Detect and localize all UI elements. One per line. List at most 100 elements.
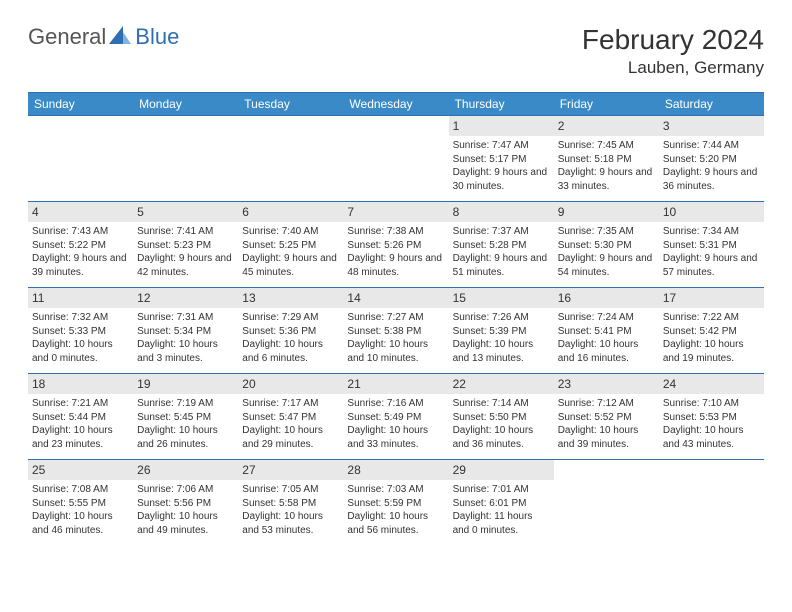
sunrise-line: Sunrise: 7:10 AM — [663, 397, 760, 411]
daylight-line: Daylight: 10 hours and 29 minutes. — [242, 424, 339, 451]
sunrise-line: Sunrise: 7:05 AM — [242, 483, 339, 497]
sunrise-line: Sunrise: 7:34 AM — [663, 225, 760, 239]
sunset-line: Sunset: 5:36 PM — [242, 325, 339, 339]
day-cell: 7Sunrise: 7:38 AMSunset: 5:26 PMDaylight… — [343, 201, 448, 287]
sunset-line: Sunset: 5:30 PM — [558, 239, 655, 253]
day-header: Wednesday — [343, 93, 448, 115]
day-cell: 29 Sunrise: 7:01 AMSunset: 6:01 PMDayligh… — [449, 459, 554, 545]
sunrise-line: Sunrise: 7:37 AM — [453, 225, 550, 239]
month-title: February 2024 — [582, 24, 764, 56]
day-number: 3 — [659, 116, 764, 136]
sunrise-line: Sunrise: 7:06 AM — [137, 483, 234, 497]
day-number: 24 — [659, 374, 764, 394]
daylight-line: Daylight: 9 hours and 30 minutes. — [453, 166, 550, 193]
sunset-line: Sunset: 5:44 PM — [32, 411, 129, 425]
day-header: Sunday — [28, 93, 133, 115]
daylight-line: Daylight: 9 hours and 57 minutes. — [663, 252, 760, 279]
day-number: 26 — [133, 460, 238, 480]
day-cell: 21Sunrise: 7:16 AMSunset: 5:49 PMDayligh… — [343, 373, 448, 459]
sunrise-line: Sunrise: 7:47 AM — [453, 139, 550, 153]
sunrise-line: Sunrise: 7:14 AM — [453, 397, 550, 411]
day-number: 10 — [659, 202, 764, 222]
sunrise-line: Sunrise: 7:12 AM — [558, 397, 655, 411]
day-number: 22 — [449, 374, 554, 394]
daylight-line: Daylight: 10 hours and 0 minutes. — [32, 338, 129, 365]
day-number: 14 — [343, 288, 448, 308]
daylight-line: Daylight: 10 hours and 6 minutes. — [242, 338, 339, 365]
logo-triangle-icon — [109, 26, 131, 49]
sunset-line: Sunset: 5:47 PM — [242, 411, 339, 425]
sunrise-line: Sunrise: 7:45 AM — [558, 139, 655, 153]
daylight-line: Daylight: 10 hours and 46 minutes. — [32, 510, 129, 537]
day-cell: 10 Sunrise: 7:34 AMSunset: 5:31 PMDayligh… — [659, 201, 764, 287]
sunrise-line: Sunrise: 7:41 AM — [137, 225, 234, 239]
day-cell: 28Sunrise: 7:03 AMSunset: 5:59 PMDayligh… — [343, 459, 448, 545]
day-cell: 26Sunrise: 7:06 AMSunset: 5:56 PMDayligh… — [133, 459, 238, 545]
sunset-line: Sunset: 6:01 PM — [453, 497, 550, 511]
sunset-line: Sunset: 5:42 PM — [663, 325, 760, 339]
daylight-line: Daylight: 10 hours and 39 minutes. — [558, 424, 655, 451]
day-cell: 6Sunrise: 7:40 AMSunset: 5:25 PMDaylight… — [238, 201, 343, 287]
sunset-line: Sunset: 5:41 PM — [558, 325, 655, 339]
title-block: February 2024 Lauben, Germany — [582, 24, 764, 78]
day-cell: 23Sunrise: 7:12 AMSunset: 5:52 PMDayligh… — [554, 373, 659, 459]
day-header: Thursday — [449, 93, 554, 115]
day-cell: 24Sunrise: 7:10 AMSunset: 5:53 PMDayligh… — [659, 373, 764, 459]
day-number: 17 — [659, 288, 764, 308]
day-number: 7 — [343, 202, 448, 222]
day-cell: 18Sunrise: 7:21 AMSunset: 5:44 PMDayligh… — [28, 373, 133, 459]
sunrise-line: Sunrise: 7:26 AM — [453, 311, 550, 325]
sunset-line: Sunset: 5:58 PM — [242, 497, 339, 511]
sunset-line: Sunset: 5:20 PM — [663, 153, 760, 167]
day-number: 29 — [449, 460, 554, 480]
sunset-line: Sunset: 5:23 PM — [137, 239, 234, 253]
sunset-line: Sunset: 5:28 PM — [453, 239, 550, 253]
day-cell: 27Sunrise: 7:05 AMSunset: 5:58 PMDayligh… — [238, 459, 343, 545]
logo-word1: General — [28, 24, 106, 50]
daylight-line: Daylight: 10 hours and 23 minutes. — [32, 424, 129, 451]
day-number: 28 — [343, 460, 448, 480]
daylight-line: Daylight: 9 hours and 33 minutes. — [558, 166, 655, 193]
empty-cell — [554, 459, 659, 545]
daylight-line: Daylight: 9 hours and 54 minutes. — [558, 252, 655, 279]
day-cell: 25Sunrise: 7:08 AMSunset: 5:55 PMDayligh… — [28, 459, 133, 545]
daylight-line: Daylight: 10 hours and 26 minutes. — [137, 424, 234, 451]
day-cell: 5Sunrise: 7:41 AMSunset: 5:23 PMDaylight… — [133, 201, 238, 287]
empty-cell — [343, 115, 448, 201]
location: Lauben, Germany — [582, 58, 764, 78]
day-cell: 20Sunrise: 7:17 AMSunset: 5:47 PMDayligh… — [238, 373, 343, 459]
empty-cell — [238, 115, 343, 201]
day-cell: 1Sunrise: 7:47 AMSunset: 5:17 PMDaylight… — [449, 115, 554, 201]
day-number: 23 — [554, 374, 659, 394]
day-number: 11 — [28, 288, 133, 308]
day-header: Monday — [133, 93, 238, 115]
day-number: 2 — [554, 116, 659, 136]
sunrise-line: Sunrise: 7:35 AM — [558, 225, 655, 239]
sunset-line: Sunset: 5:45 PM — [137, 411, 234, 425]
day-number: 12 — [133, 288, 238, 308]
daylight-line: Daylight: 10 hours and 33 minutes. — [347, 424, 444, 451]
sunrise-line: Sunrise: 7:01 AM — [453, 483, 550, 497]
sunset-line: Sunset: 5:53 PM — [663, 411, 760, 425]
day-cell: 19Sunrise: 7:19 AMSunset: 5:45 PMDayligh… — [133, 373, 238, 459]
day-cell: 8Sunrise: 7:37 AMSunset: 5:28 PMDaylight… — [449, 201, 554, 287]
day-cell: 14Sunrise: 7:27 AMSunset: 5:38 PMDayligh… — [343, 287, 448, 373]
day-cell: 13Sunrise: 7:29 AMSunset: 5:36 PMDayligh… — [238, 287, 343, 373]
empty-cell — [133, 115, 238, 201]
sunset-line: Sunset: 5:38 PM — [347, 325, 444, 339]
day-number: 1 — [449, 116, 554, 136]
sunrise-line: Sunrise: 7:08 AM — [32, 483, 129, 497]
daylight-line: Daylight: 11 hours and 0 minutes. — [453, 510, 550, 537]
sunset-line: Sunset: 5:31 PM — [663, 239, 760, 253]
sunrise-line: Sunrise: 7:31 AM — [137, 311, 234, 325]
day-number: 27 — [238, 460, 343, 480]
day-header: Friday — [554, 93, 659, 115]
day-number: 21 — [343, 374, 448, 394]
day-number: 15 — [449, 288, 554, 308]
sunrise-line: Sunrise: 7:17 AM — [242, 397, 339, 411]
daylight-line: Daylight: 9 hours and 39 minutes. — [32, 252, 129, 279]
sunrise-line: Sunrise: 7:38 AM — [347, 225, 444, 239]
daylight-line: Daylight: 9 hours and 36 minutes. — [663, 166, 760, 193]
sunrise-line: Sunrise: 7:22 AM — [663, 311, 760, 325]
daylight-line: Daylight: 9 hours and 42 minutes. — [137, 252, 234, 279]
